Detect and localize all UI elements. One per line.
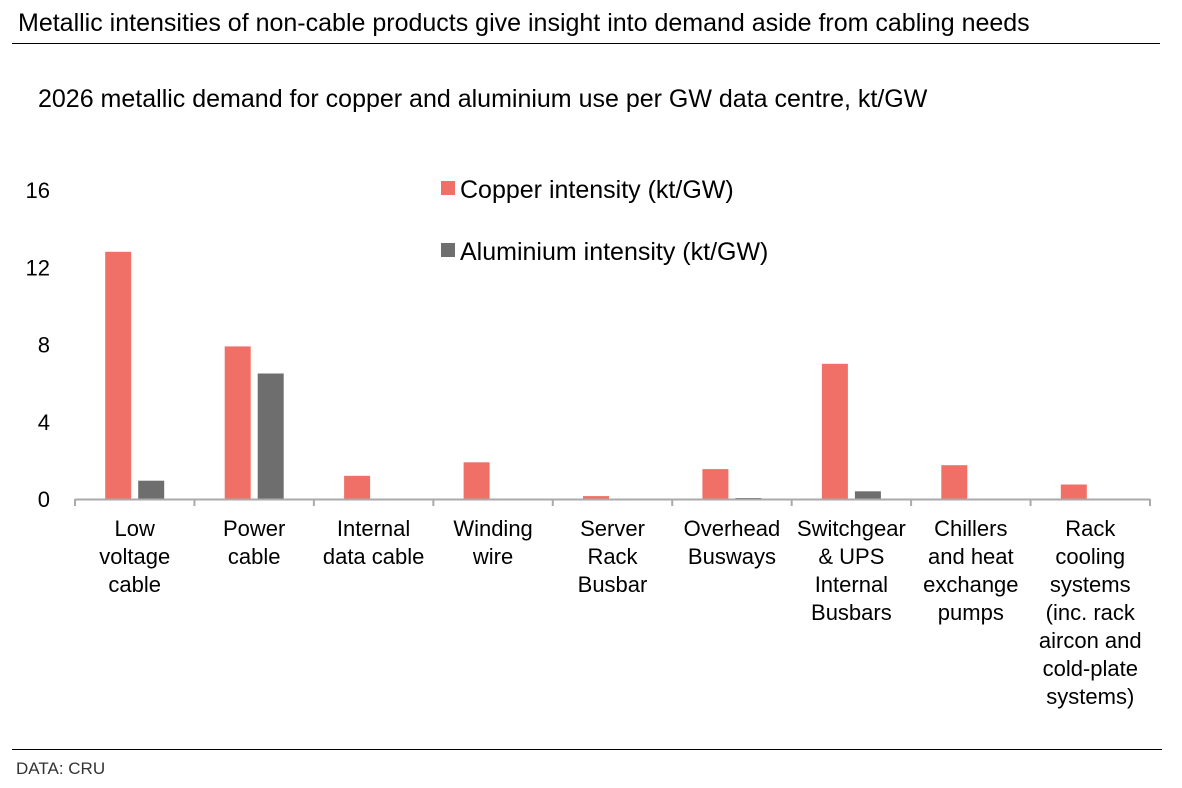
headline-rule xyxy=(12,43,1160,44)
bar-series-group xyxy=(105,251,1087,499)
x-category-label: Overhead Busways xyxy=(684,516,781,569)
y-tick-label: 0 xyxy=(38,487,50,512)
bar-chart: 0 4 8 12 16 Low voltage cable Power cable Interna… xyxy=(26,176,1151,709)
copper-bar xyxy=(463,462,490,499)
chart-subtitle: 2026 metallic demand for copper and alum… xyxy=(38,85,928,113)
copper-bar xyxy=(105,251,132,499)
copper-bar xyxy=(941,465,968,499)
copper-bar xyxy=(821,363,848,499)
copper-bar xyxy=(583,496,609,499)
copper-bar xyxy=(224,346,251,499)
aluminium-bar xyxy=(257,373,284,499)
x-axis-ticks xyxy=(74,499,1151,506)
x-category-label: Switchgear & UPS Internal Busbars xyxy=(797,516,906,625)
aluminium-bar xyxy=(854,491,881,499)
x-category-label: Low voltage cable xyxy=(99,516,170,597)
legend-label: Aluminium intensity (kt/GW) xyxy=(460,238,768,266)
chart-headline: Metallic intensities of non-cable produc… xyxy=(18,9,1030,37)
x-category-label: Winding wire xyxy=(453,516,532,569)
chart-legend: Copper intensity (kt/GW) Aluminium intens… xyxy=(441,176,768,266)
footer-rule xyxy=(12,749,1162,750)
source-note: DATA: CRU xyxy=(16,759,106,778)
x-axis-category-labels: Low voltage cable Power cable Internal data ca… xyxy=(99,516,1141,709)
y-axis-tick-labels: 0 4 8 12 16 xyxy=(26,178,50,512)
x-category-label: Server Rack Busbar xyxy=(578,516,648,597)
y-tick-label: 16 xyxy=(26,178,50,203)
copper-bar xyxy=(702,469,729,499)
copper-bar xyxy=(1060,484,1087,499)
x-category-label: Power cable xyxy=(223,516,285,569)
y-tick-label: 8 xyxy=(38,333,50,358)
aluminium-bar xyxy=(138,480,165,499)
legend-label: Copper intensity (kt/GW) xyxy=(460,176,734,204)
x-category-label: Rack cooling systems (inc. rack aircon and co… xyxy=(1039,516,1142,709)
y-tick-label: 12 xyxy=(26,255,50,280)
y-tick-label: 4 xyxy=(38,410,50,435)
legend-swatch xyxy=(441,181,455,195)
x-category-label: Internal data cable xyxy=(323,516,425,569)
copper-bar xyxy=(344,475,371,499)
legend-swatch xyxy=(441,243,455,257)
x-category-label: Chillers and heat exchange pumps xyxy=(923,516,1018,625)
